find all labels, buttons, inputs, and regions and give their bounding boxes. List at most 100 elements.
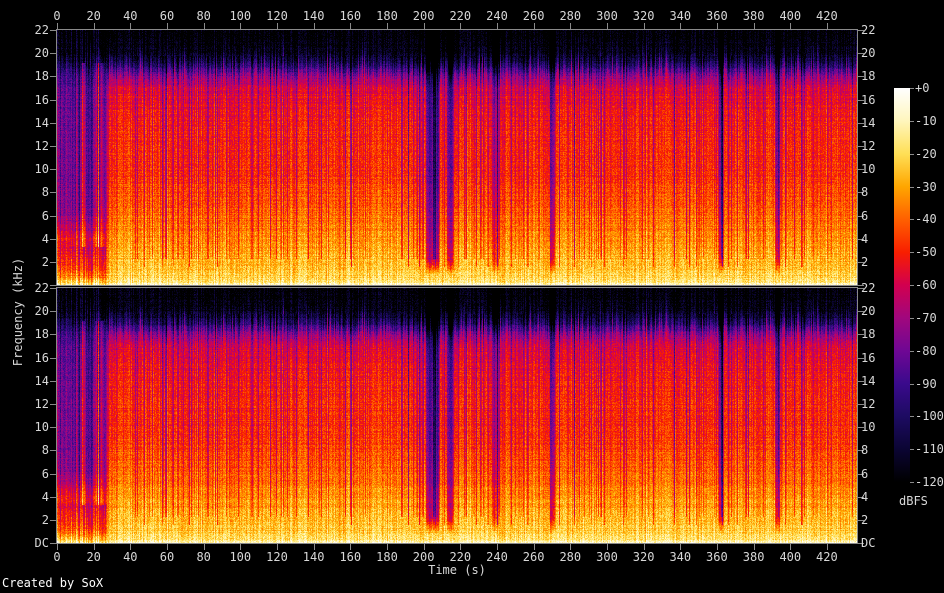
freq-tick-label: 14 (861, 115, 876, 130)
freq-axis-tick (858, 380, 864, 382)
colorbar-tick (910, 219, 914, 221)
x-axis-tick (607, 544, 608, 550)
freq-tick-label: 20 (861, 46, 876, 61)
colorbar-tick-label: -30 (915, 179, 937, 194)
spectrogram-panel-left-channel (56, 29, 858, 286)
x-tick-label: 420 (816, 550, 838, 564)
x-axis-title: Time (s) (428, 563, 486, 577)
freq-axis-tick (858, 261, 864, 263)
freq-axis-tick (50, 261, 56, 263)
x-axis-tick (826, 544, 828, 550)
x-axis-tick (643, 544, 645, 550)
freq-tick-label: 10 (861, 420, 876, 435)
freq-axis-tick (858, 53, 864, 55)
freq-axis-tick (50, 473, 56, 475)
x-axis-tick (460, 23, 462, 29)
freq-tick-label: 12 (861, 396, 876, 411)
x-axis-tick (313, 544, 315, 550)
x-axis-tick (93, 23, 95, 29)
x-axis-tick (203, 23, 205, 29)
x-axis-tick (753, 23, 755, 29)
x-tick-label: 40 (123, 9, 138, 23)
colorbar-tick (910, 482, 914, 483)
x-tick-label: 280 (559, 9, 582, 23)
freq-tick-label: 22 (34, 281, 49, 295)
x-axis-tick (387, 544, 388, 550)
x-tick-label: 200 (412, 550, 435, 564)
x-axis-tick (387, 23, 388, 29)
x-tick-label: 400 (779, 550, 802, 564)
freq-tick-label: 8 (861, 185, 869, 200)
x-tick-label: 80 (196, 550, 211, 564)
freq-axis-tick (858, 99, 864, 101)
freq-axis-tick (858, 496, 864, 498)
freq-axis-tick (858, 543, 864, 544)
freq-tick-label: 2 (861, 512, 869, 527)
x-tick-label: 140 (302, 9, 325, 23)
freq-tick-label: 16 (861, 350, 876, 365)
x-axis-tick (680, 544, 682, 550)
x-axis-tick (753, 544, 755, 550)
colorbar-tick (910, 285, 914, 286)
x-axis-tick (130, 23, 132, 29)
freq-tick-label: 8 (41, 185, 49, 200)
x-tick-label: 360 (706, 9, 728, 23)
x-axis-tick (423, 23, 425, 29)
freq-tick-label: 16 (34, 350, 49, 365)
sox-credit-text: Created by SoX (2, 576, 104, 590)
colorbar-tick-label: -10 (915, 113, 937, 128)
x-tick-label: 60 (159, 550, 175, 564)
x-axis-tick (826, 23, 828, 29)
x-tick-label: 240 (486, 9, 508, 23)
x-axis-tick (607, 23, 608, 29)
freq-axis-tick (50, 169, 56, 171)
x-axis-tick (497, 23, 498, 29)
freq-axis-tick (50, 403, 56, 405)
x-tick-label: 0 (53, 550, 61, 564)
x-tick-label: 80 (196, 9, 211, 23)
x-tick-label: 160 (339, 550, 362, 564)
x-tick-label: 140 (302, 550, 325, 564)
x-tick-label: 60 (159, 9, 175, 23)
colorbar-tick-label: +0 (915, 81, 930, 95)
x-tick-label: 260 (522, 9, 545, 23)
x-axis-tick (497, 544, 498, 550)
freq-tick-label: 14 (34, 115, 49, 130)
colorbar-tick-label: -50 (915, 245, 937, 260)
x-axis-tick (240, 23, 242, 29)
colorbar-tick-label: -40 (915, 212, 937, 227)
colorbar-tick (910, 317, 914, 319)
freq-tick-label: 4 (41, 489, 49, 504)
x-axis-tick (716, 23, 718, 29)
x-tick-label: 120 (266, 550, 288, 564)
freq-axis-tick (858, 473, 864, 475)
x-axis-tick (203, 544, 205, 550)
x-tick-label: 380 (742, 550, 765, 564)
freq-axis-tick (858, 169, 864, 171)
x-axis-tick (57, 23, 58, 29)
x-tick-label: 20 (86, 550, 101, 564)
x-tick-label: 320 (632, 9, 655, 23)
freq-tick-label: 6 (861, 466, 869, 481)
freq-axis-tick (50, 192, 56, 194)
freq-axis-tick (50, 380, 56, 382)
x-axis-tick (790, 544, 792, 550)
x-tick-label: 160 (339, 9, 362, 23)
x-tick-label: 280 (559, 550, 582, 564)
freq-tick-label: 2 (41, 512, 49, 527)
colorbar-gradient (894, 88, 910, 482)
x-axis-tick (167, 544, 168, 550)
colorbar-tick-label: -120 (915, 475, 944, 489)
colorbar-tick (910, 252, 914, 254)
x-tick-label: 420 (816, 9, 838, 23)
freq-axis-tick (50, 76, 56, 78)
freq-tick-label: 6 (861, 208, 869, 223)
freq-tick-label: 22 (34, 23, 49, 37)
colorbar-tick (910, 88, 914, 89)
x-tick-label: 320 (632, 550, 655, 564)
x-tick-label: 220 (449, 9, 472, 23)
freq-tick-label: 18 (34, 327, 49, 342)
x-axis-tick (350, 544, 352, 550)
x-tick-label: 340 (669, 9, 692, 23)
